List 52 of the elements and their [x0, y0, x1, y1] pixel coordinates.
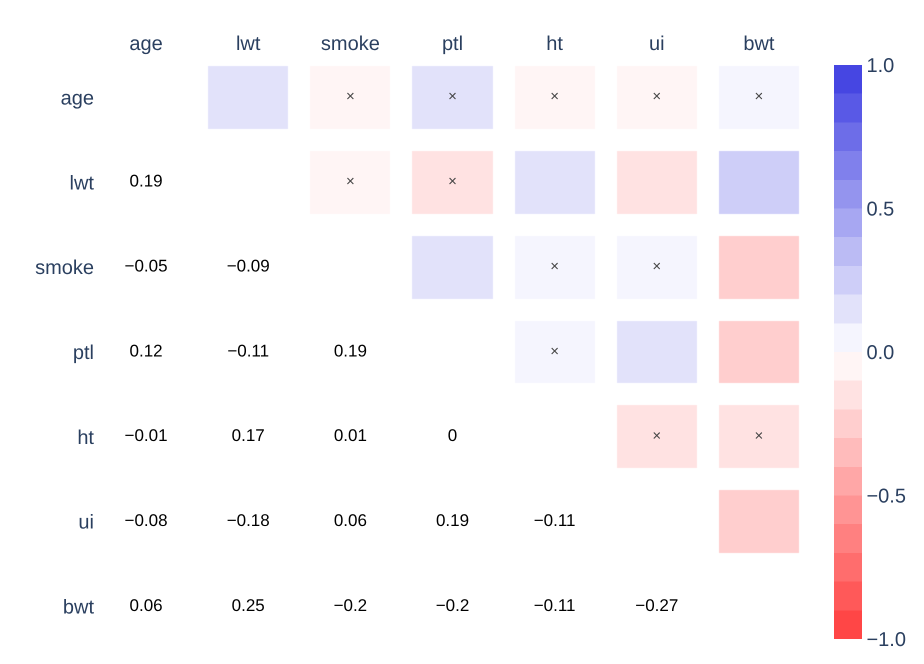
data-label: ×	[346, 88, 355, 106]
y-tick-label: lwt	[70, 172, 94, 194]
color-bar-label: 0.0	[866, 342, 894, 364]
x-tick-label: smoke	[320, 33, 380, 55]
data-label: ×	[652, 428, 662, 445]
data-label: ×	[652, 88, 662, 106]
text: 0	[448, 426, 458, 446]
x-tick-label: bwt	[743, 33, 775, 55]
text: 0.01	[334, 426, 367, 446]
text: 0.19	[334, 341, 367, 360]
color-bar-label: −1.0	[866, 629, 906, 651]
x-tick-label: lwt	[236, 33, 261, 55]
color-bar-label: 0.5	[866, 198, 894, 220]
text: −0.11	[227, 341, 270, 360]
y-tick-label: ui	[78, 512, 94, 534]
text: 0.17	[232, 426, 265, 446]
text: −0.01	[124, 426, 168, 446]
data-label: ×	[550, 88, 560, 106]
y-tick-label: ptl	[72, 342, 94, 364]
text: 0.06	[334, 510, 367, 530]
data-label: ×	[448, 88, 457, 106]
text: 0.25	[232, 596, 265, 615]
y-tick-label: bwt	[62, 596, 94, 619]
data-label: ×	[448, 173, 457, 190]
text: −0.2	[334, 596, 368, 615]
data-label: ×	[754, 88, 764, 106]
y-tick-label: ht	[77, 426, 94, 449]
text: −0.11	[534, 596, 576, 615]
x-tick-label: ptl	[442, 33, 464, 55]
color-bar-label: 1.0	[866, 55, 894, 77]
y-tick-label: smoke	[35, 257, 94, 280]
text: −0.2	[436, 596, 470, 615]
data-label: ×	[754, 428, 764, 445]
text: 0.12	[130, 341, 163, 360]
data-label: ×	[550, 258, 560, 275]
text: −0.09	[226, 256, 270, 276]
text: −0.08	[124, 510, 168, 530]
data-label: ×	[550, 342, 560, 360]
text: −0.27	[635, 596, 678, 615]
x-tick-label: ui	[649, 33, 665, 55]
color-bar-label: −0.5	[866, 486, 906, 508]
data-label: ×	[652, 258, 662, 275]
y-tick-label: age	[60, 87, 94, 110]
data-label: ×	[346, 173, 355, 190]
text: −0.11	[534, 510, 576, 530]
text: 0.19	[130, 172, 163, 191]
text: 0.19	[436, 510, 470, 530]
x-tick-label: ht	[546, 33, 564, 55]
x-tick-label: age	[129, 33, 163, 55]
text: 0.06	[130, 596, 163, 615]
text: −0.05	[124, 256, 168, 276]
text: −0.18	[226, 510, 270, 530]
